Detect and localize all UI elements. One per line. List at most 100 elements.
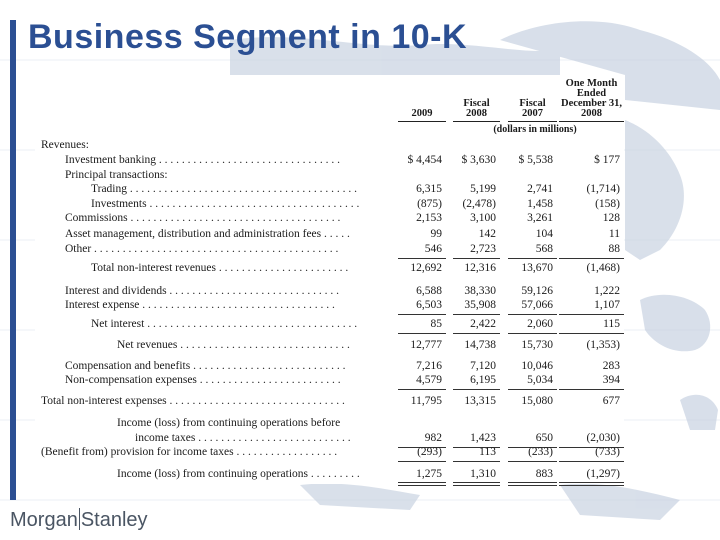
- table-cell: 883: [535, 468, 553, 480]
- row-label: Asset management, distribution and admin…: [65, 228, 350, 240]
- table-cell: $ 4,454: [407, 154, 443, 166]
- table-cell: 650: [535, 432, 553, 444]
- table-cell: 113: [479, 446, 496, 458]
- table-cell: 3,261: [527, 212, 553, 224]
- table-cell: 2,060: [527, 318, 553, 330]
- table-cell: (233): [528, 446, 553, 458]
- row-label: Investment banking . . . . . . . . . . .…: [65, 154, 341, 166]
- subtotal-rule: [559, 389, 624, 390]
- subtotal-rule: [508, 461, 557, 462]
- logo-text-stanley: Stanley: [80, 509, 148, 531]
- column-header-line: 2007: [522, 108, 543, 119]
- title-accent-bar: [10, 20, 16, 500]
- column-header-rule: [559, 121, 624, 122]
- table-cell: 14,738: [464, 339, 496, 351]
- subtotal-rule: [559, 333, 624, 334]
- subtotal-rule: [559, 447, 624, 448]
- subtotal-rule: [398, 389, 446, 390]
- subtotal-rule: [508, 314, 557, 315]
- table-cell: (1,353): [586, 339, 620, 351]
- table-cell: 2,741: [527, 183, 553, 195]
- subtotal-rule: [453, 314, 500, 315]
- table-cell: 15,730: [521, 339, 553, 351]
- total-double-rule: [453, 482, 500, 483]
- table-cell: 5,034: [527, 374, 553, 386]
- table-cell: 568: [535, 243, 553, 255]
- subtotal-rule: [398, 258, 446, 259]
- row-label: Trading . . . . . . . . . . . . . . . . …: [91, 183, 357, 195]
- table-cell: (158): [595, 198, 620, 210]
- table-cell: 1,275: [416, 468, 442, 480]
- table-cell: (1,714): [586, 183, 620, 195]
- column-header-line: 2008: [466, 108, 487, 119]
- row-label: Total non-interest revenues . . . . . . …: [91, 262, 349, 274]
- table-cell: $ 3,630: [461, 154, 497, 166]
- table-cell: 104: [535, 228, 553, 240]
- table-cell: 10,046: [521, 360, 553, 372]
- row-label: Commissions . . . . . . . . . . . . . . …: [65, 212, 341, 224]
- table-cell: 15,080: [521, 395, 553, 407]
- total-double-rule: [398, 485, 446, 486]
- total-double-rule: [559, 482, 624, 483]
- table-cell: 12,692: [410, 262, 442, 274]
- table-cell: 677: [602, 395, 620, 407]
- row-label: Income (loss) from continuing operations…: [117, 417, 341, 429]
- table-cell: 3,100: [470, 212, 496, 224]
- table-cell: 1,222: [594, 285, 620, 297]
- subtotal-rule: [398, 447, 446, 448]
- column-header-line: December 31,: [560, 98, 623, 109]
- row-label: Revenues:: [41, 139, 89, 151]
- table-cell: (875): [417, 198, 442, 210]
- table-cell: 1,310: [470, 468, 496, 480]
- table-cell: 546: [424, 243, 442, 255]
- table-cell: 11,795: [410, 395, 442, 407]
- table-cell: 11: [608, 228, 620, 240]
- table-cell: 394: [602, 374, 620, 386]
- table-cell: 6,195: [470, 374, 496, 386]
- table-cell: 6,503: [416, 299, 442, 311]
- table-cell: 115: [603, 318, 620, 330]
- table-cell: 99: [430, 228, 443, 240]
- subtotal-rule: [453, 461, 500, 462]
- income-statement-table: 2009 Fiscal 2008 Fiscal 2007 One Month Ended De…: [35, 77, 624, 486]
- total-double-rule: [508, 482, 557, 483]
- total-double-rule: [559, 485, 624, 486]
- column-header-line: Fiscal: [463, 98, 490, 109]
- table-cell: 1,107: [594, 299, 620, 311]
- row-label: Interest and dividends . . . . . . . . .…: [65, 285, 340, 297]
- table-cell: 2,153: [416, 212, 442, 224]
- column-header-line: 2008: [581, 108, 602, 119]
- table-cell: (1,468): [586, 262, 620, 274]
- subtotal-rule: [453, 447, 500, 448]
- table-cell: (733): [595, 446, 620, 458]
- table-cell: 7,120: [470, 360, 496, 372]
- column-header-rule: [453, 121, 500, 122]
- table-cell: 6,315: [416, 183, 442, 195]
- row-label: Income (loss) from continuing operations…: [117, 468, 360, 480]
- column-header-line: Ended: [576, 88, 607, 99]
- row-label: Net interest . . . . . . . . . . . . . .…: [91, 318, 358, 330]
- table-cell: 85: [430, 318, 443, 330]
- table-cell: 6,588: [416, 285, 442, 297]
- table-cell: 13,315: [464, 395, 496, 407]
- column-header-rule: [398, 121, 446, 122]
- table-cell: 13,670: [521, 262, 553, 274]
- table-cell: 128: [602, 212, 620, 224]
- row-label: Interest expense . . . . . . . . . . . .…: [65, 299, 335, 311]
- column-header-rule: [508, 121, 557, 122]
- subtotal-rule: [508, 258, 557, 259]
- logo-text-morgan: Morgan: [10, 509, 78, 531]
- table-cell: 88: [608, 243, 621, 255]
- table-cell: 1,458: [527, 198, 553, 210]
- table-cell: 142: [478, 228, 496, 240]
- row-label: Non-compensation expenses . . . . . . . …: [65, 374, 341, 386]
- table-cell: 59,126: [521, 285, 553, 297]
- row-label: Investments . . . . . . . . . . . . . . …: [91, 198, 360, 210]
- table-cell: $ 177: [594, 154, 620, 166]
- table-cell: 12,316: [464, 262, 496, 274]
- logo-divider: [78, 508, 80, 530]
- total-double-rule: [398, 482, 446, 483]
- table-cell: (1,297): [586, 468, 620, 480]
- column-header-line: One Month: [565, 78, 618, 89]
- row-label: Other . . . . . . . . . . . . . . . . . …: [65, 243, 339, 255]
